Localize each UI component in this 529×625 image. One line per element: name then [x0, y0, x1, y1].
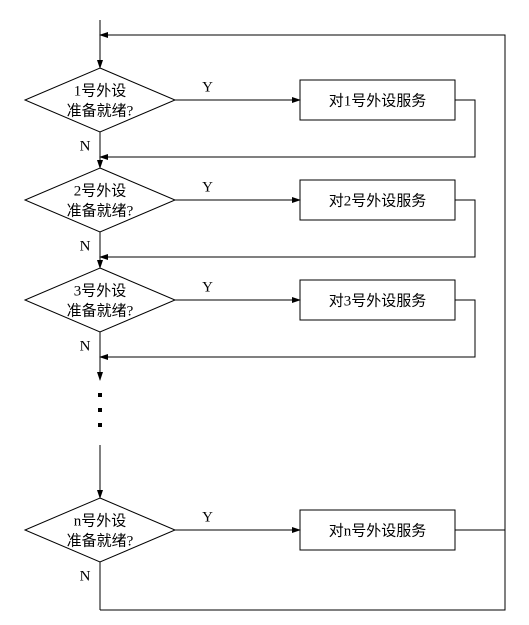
no-label: N [80, 338, 91, 354]
decision-text-line2: 准备就绪? [67, 302, 134, 319]
ellipsis-dot [98, 393, 102, 397]
decision-text-line1: n号外设 [74, 512, 127, 529]
action-text: 对3号外设服务 [329, 292, 427, 309]
action-text: 对n号外设服务 [329, 522, 427, 539]
yes-label: Y [202, 279, 213, 295]
decision-text-line2: 准备就绪? [67, 102, 134, 119]
no-label: N [80, 568, 91, 584]
yes-label: Y [202, 509, 213, 525]
decision-text-line1: 1号外设 [74, 82, 127, 99]
decision-text-line2: 准备就绪? [67, 532, 134, 549]
no-label: N [80, 138, 91, 154]
decision-diamond [25, 268, 175, 332]
decision-text-line2: 准备就绪? [67, 202, 134, 219]
yes-label: Y [202, 79, 213, 95]
decision-diamond [25, 168, 175, 232]
yes-label: Y [202, 179, 213, 195]
decision-text-line1: 3号外设 [74, 282, 127, 299]
action-text: 对2号外设服务 [329, 192, 427, 209]
no-label: N [80, 238, 91, 254]
action-text: 对1号外设服务 [329, 92, 427, 109]
decision-diamond [25, 498, 175, 562]
ellipsis-dot [98, 423, 102, 427]
decision-text-line1: 2号外设 [74, 182, 127, 199]
ellipsis-dot [98, 408, 102, 412]
decision-diamond [25, 68, 175, 132]
